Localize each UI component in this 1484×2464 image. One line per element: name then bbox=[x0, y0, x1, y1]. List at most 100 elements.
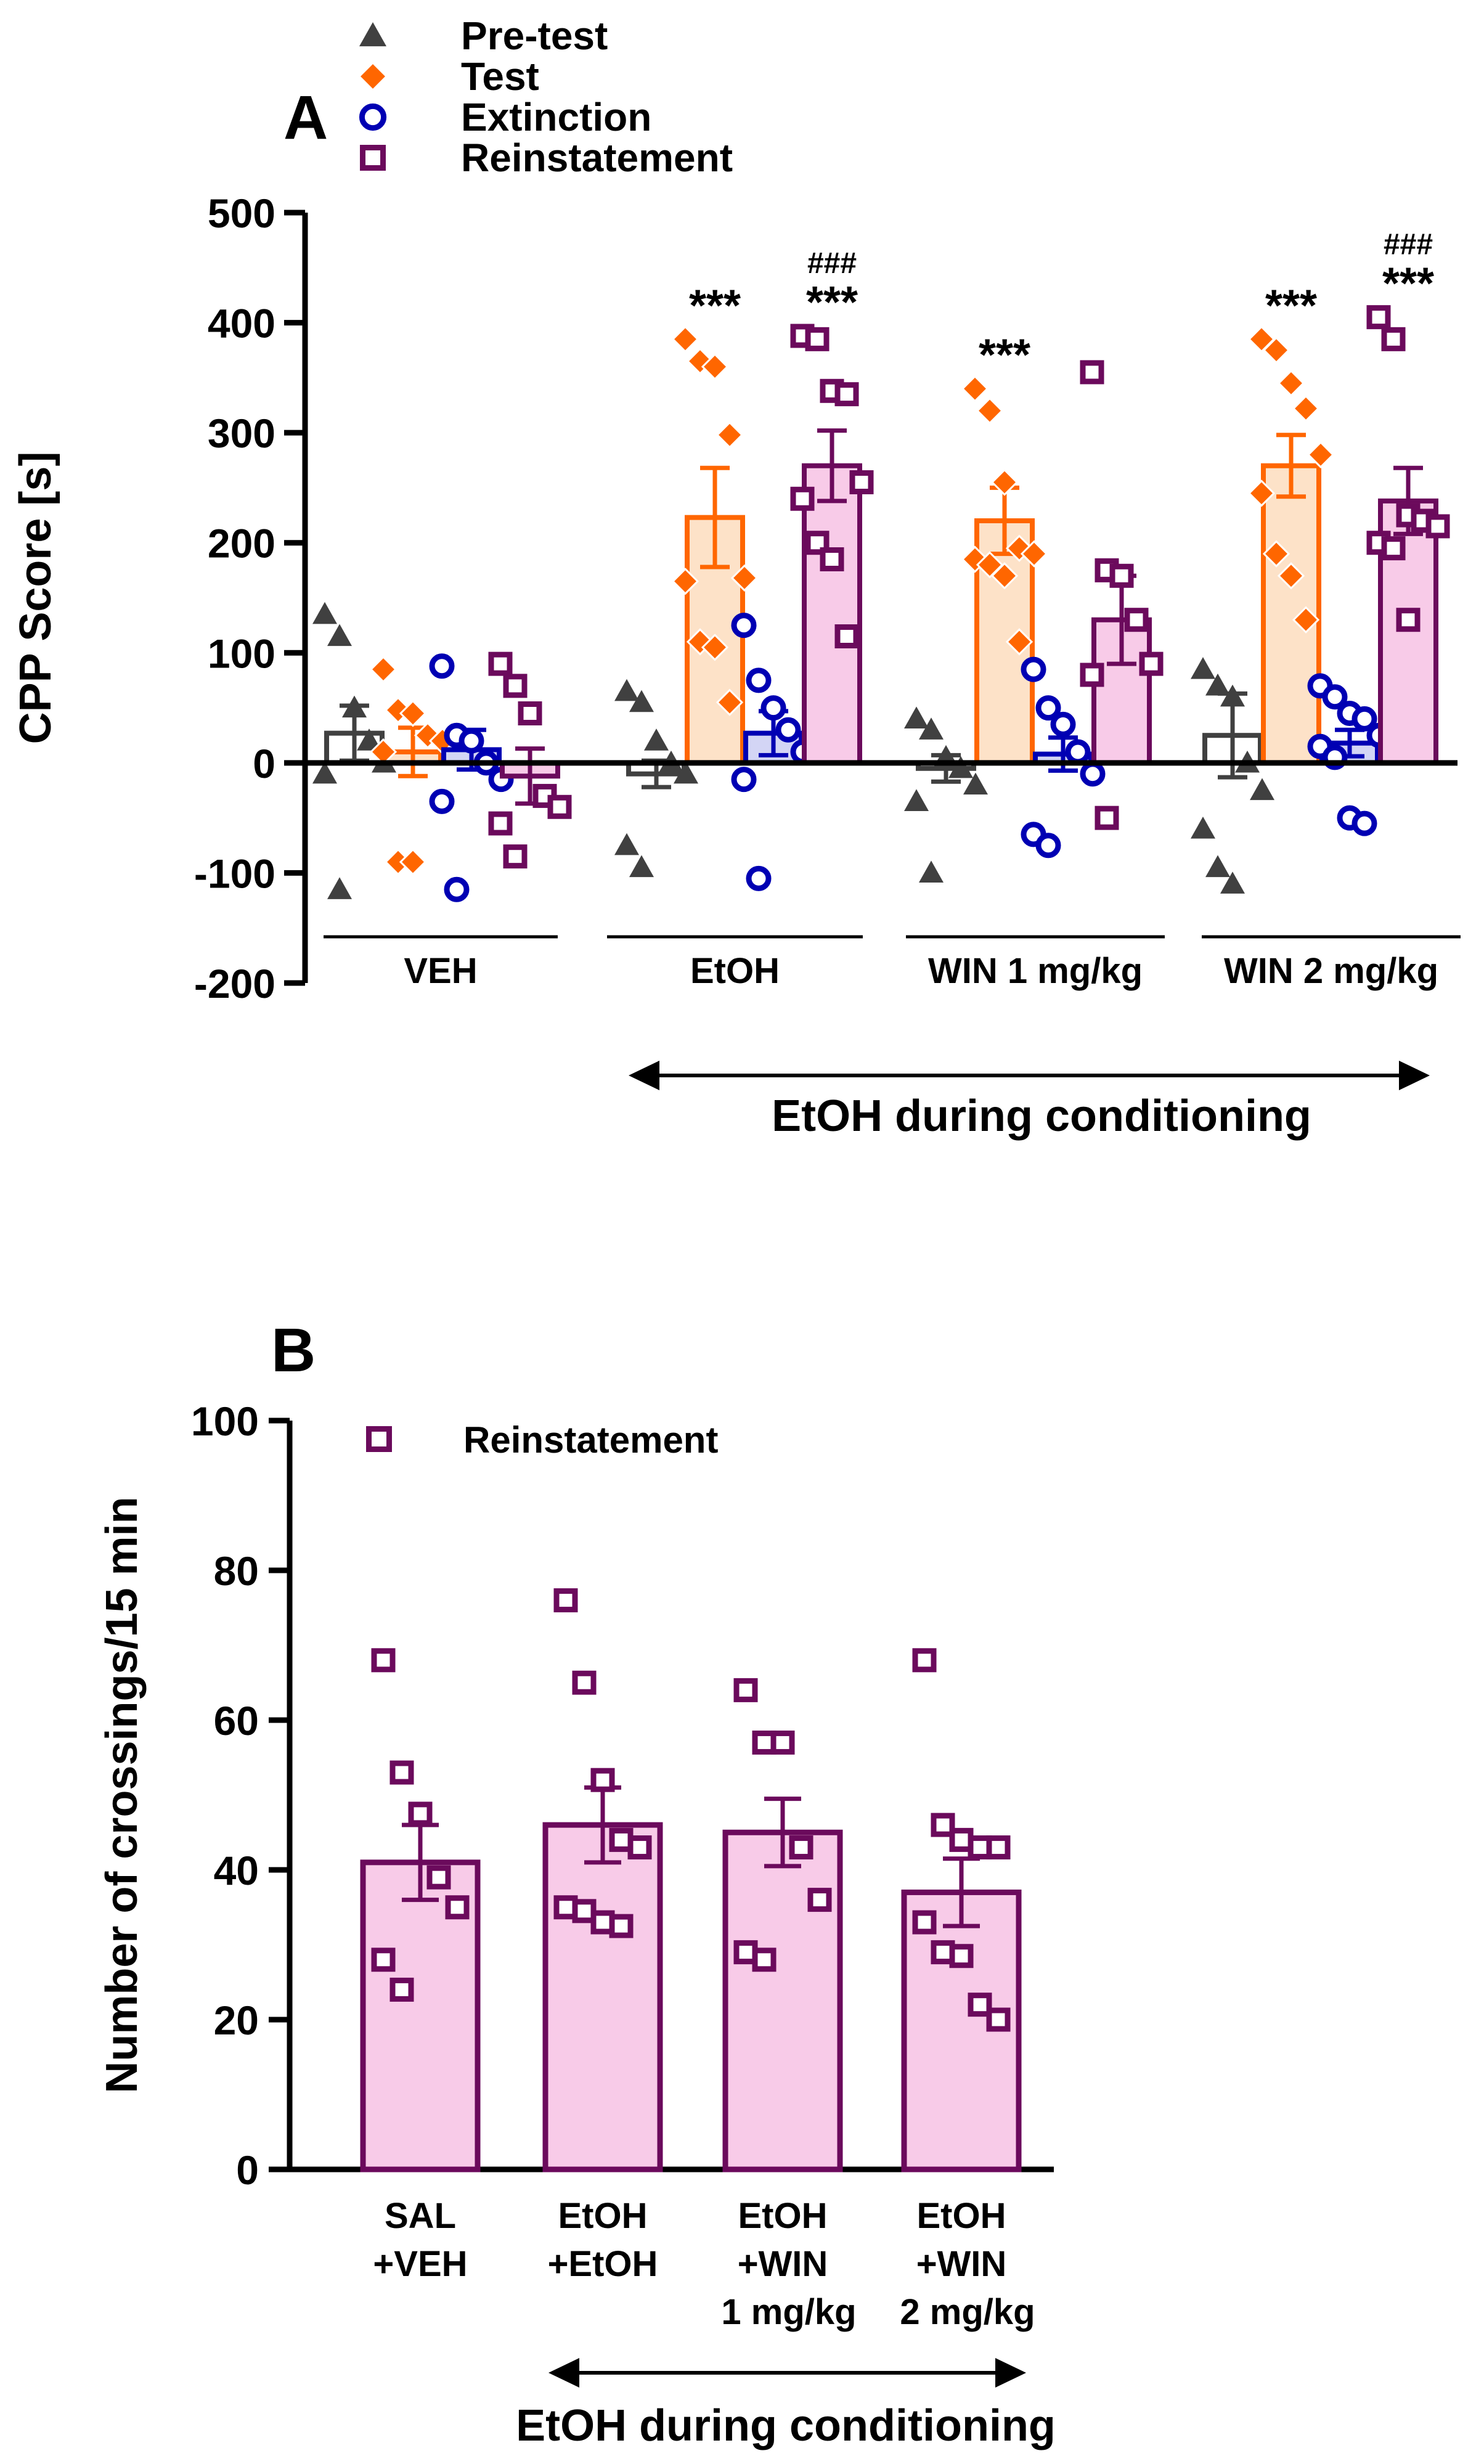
data-point-extinction bbox=[746, 667, 772, 693]
group-label-veh: VEH bbox=[404, 951, 477, 991]
category-label-line: +WIN bbox=[738, 2244, 828, 2284]
data-point-test bbox=[399, 848, 427, 876]
data-point-test bbox=[961, 375, 989, 402]
y-tick-label: 300 bbox=[208, 410, 275, 456]
panel-label: B bbox=[271, 1316, 316, 1385]
data-point-test bbox=[1005, 628, 1034, 656]
y-tick-label: 20 bbox=[214, 1997, 259, 2043]
data-point-reinstatement bbox=[968, 1993, 992, 2017]
data-point-reinstatement bbox=[912, 1648, 937, 1673]
data-point-pre-test bbox=[1205, 855, 1230, 878]
arrow-head-right bbox=[1399, 1061, 1430, 1090]
data-point-pre-test bbox=[644, 728, 669, 751]
data-point-reinstatement bbox=[1139, 651, 1164, 676]
data-point-reinstatement bbox=[371, 1948, 396, 1972]
data-point-reinstatement bbox=[1124, 608, 1149, 632]
data-point-test bbox=[369, 655, 398, 683]
significance-marker: *** bbox=[1382, 259, 1434, 309]
data-point-test bbox=[716, 688, 744, 716]
data-point-extinction bbox=[731, 613, 757, 638]
data-point-reinstatement bbox=[389, 1760, 414, 1785]
data-point-reinstatement bbox=[1080, 360, 1104, 385]
data-point-pre-test bbox=[312, 602, 337, 624]
bar-reinstatement-etoh bbox=[802, 463, 862, 765]
data-point-reinstatement bbox=[789, 1835, 813, 1860]
data-point-extinction bbox=[1352, 706, 1377, 732]
hash-marker: ### bbox=[1384, 229, 1433, 261]
y-axis-title: CPP Score [s] bbox=[11, 452, 60, 745]
category-label-line: +VEH bbox=[373, 2244, 467, 2284]
legend-label-reinstatement: Reinstatement bbox=[461, 136, 733, 180]
data-point-reinstatement bbox=[1080, 663, 1104, 687]
data-point-reinstatement bbox=[503, 674, 528, 698]
data-point-pre-test bbox=[904, 706, 929, 729]
category-label-line: +WIN bbox=[916, 2244, 1007, 2284]
data-point-extinction bbox=[1035, 833, 1061, 859]
data-point-reinstatement bbox=[834, 382, 859, 407]
data-point-reinstatement bbox=[912, 1910, 937, 1935]
data-point-test bbox=[1307, 441, 1335, 468]
data-point-pre-test bbox=[312, 761, 337, 784]
y-tick-label: 40 bbox=[214, 1848, 259, 1893]
data-point-test bbox=[671, 568, 699, 595]
data-point-pre-test bbox=[614, 833, 639, 855]
significance-marker: *** bbox=[979, 331, 1030, 380]
data-point-extinction bbox=[429, 653, 455, 679]
data-point-extinction bbox=[1065, 739, 1091, 765]
data-point-reinstatement bbox=[986, 1835, 1011, 1860]
arrow-head-left bbox=[629, 1061, 659, 1090]
bar-etoh-etoh bbox=[542, 1822, 663, 2172]
data-point-test bbox=[1292, 606, 1320, 634]
y-tick-label: 500 bbox=[208, 190, 275, 236]
data-point-pre-test bbox=[357, 728, 381, 751]
data-point-pre-test bbox=[948, 756, 973, 778]
data-point-reinstatement bbox=[590, 1768, 615, 1792]
data-point-extinction bbox=[731, 767, 757, 793]
arrow-label: EtOH during conditioning bbox=[516, 2401, 1056, 2450]
data-point-pre-test bbox=[327, 877, 352, 899]
data-point-reinstatement bbox=[1425, 514, 1450, 539]
panel-a: -200 -100 0 100 200 300 400 500 CPP Score [s] A Pr… bbox=[11, 14, 1461, 1141]
data-point-test bbox=[976, 551, 1004, 579]
data-point-pre-test bbox=[629, 855, 654, 878]
category-label-line: 1 mg/kg bbox=[721, 2292, 856, 2332]
y-tick-label: 200 bbox=[208, 521, 275, 566]
data-point-test bbox=[1247, 479, 1276, 507]
significance-marker: *** bbox=[689, 281, 741, 330]
data-point-test bbox=[399, 700, 427, 727]
data-point-reinstatement bbox=[389, 1977, 414, 2002]
y-tick-label: 0 bbox=[236, 2147, 259, 2193]
data-point-test bbox=[1277, 562, 1305, 590]
category-label-line: +EtOH bbox=[548, 2244, 658, 2284]
arrow-head-right bbox=[995, 2358, 1026, 2388]
data-point-reinstatement bbox=[1366, 305, 1391, 330]
data-point-extinction bbox=[1080, 761, 1106, 787]
data-point-extinction bbox=[775, 717, 801, 743]
panel-b: 0 20 40 60 80 100 Number of crossings/15 min B R… bbox=[97, 1316, 1056, 2450]
data-point-pre-test bbox=[1220, 684, 1245, 707]
data-point-extinction bbox=[429, 788, 455, 814]
data-point-reinstatement bbox=[371, 1648, 396, 1673]
data-point-test bbox=[1020, 540, 1048, 568]
data-point-pre-test bbox=[1205, 673, 1230, 696]
category-label-line: SAL bbox=[385, 2196, 456, 2236]
data-point-test bbox=[730, 564, 759, 592]
data-point-test bbox=[990, 562, 1019, 590]
legend-marker-pre-test bbox=[359, 22, 386, 47]
data-point-test bbox=[1262, 540, 1290, 568]
data-point-reinstatement bbox=[572, 1670, 597, 1695]
y-tick-label: 80 bbox=[214, 1548, 259, 1594]
data-point-extinction bbox=[1352, 810, 1377, 836]
y-axis-title: Number of crossings/15 min bbox=[97, 1496, 147, 2093]
data-point-reinstatement bbox=[849, 470, 874, 494]
panel-label: A bbox=[283, 83, 328, 152]
data-point-pre-test bbox=[919, 717, 944, 740]
arrow-head-left bbox=[548, 2358, 579, 2388]
data-point-reinstatement bbox=[1095, 806, 1119, 830]
group-label-win-2-mg-kg: WIN 2 mg/kg bbox=[1224, 951, 1438, 991]
data-point-pre-test bbox=[1191, 817, 1215, 839]
data-point-pre-test bbox=[1250, 778, 1274, 801]
arrow-label: EtOH during conditioning bbox=[772, 1091, 1311, 1141]
data-point-reinstatement bbox=[1381, 536, 1406, 561]
